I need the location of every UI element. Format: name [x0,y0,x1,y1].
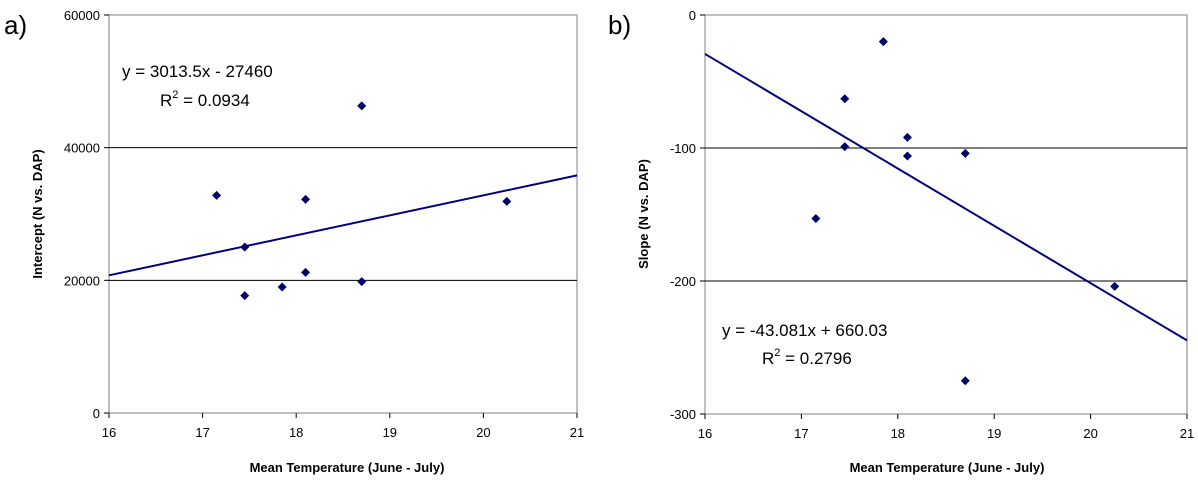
r-squared-prefix: R [160,91,172,110]
trendline-segment [108,174,578,277]
gridlines [109,147,577,281]
panel-label: b) [608,10,631,40]
data-point [811,213,821,223]
y-tick-label: 40000 [64,141,100,156]
data-point [1110,281,1120,291]
y-tick-label: 0 [689,8,696,23]
x-tick-label: 21 [1180,426,1194,441]
x-tick-label: 17 [195,425,209,440]
x-tick-label: 19 [987,426,1001,441]
plot-frame [704,14,1188,415]
plot-area [704,14,1188,415]
data-point [357,101,367,111]
y-tick-label: -200 [670,274,696,289]
data-point [840,142,850,152]
chart-panel-a: a) 0 20000 40000 60000 16 17 18 19 20 21 Mean Te… [4,8,584,475]
r-squared-exponent: 2 [774,347,780,359]
data-point [902,151,912,161]
gridlines [705,147,1187,282]
data-point [301,194,311,204]
r-squared-value: = 0.0934 [178,91,249,110]
r-squared-prefix: R [762,349,774,368]
x-tick-label: 20 [1083,426,1097,441]
data-point [878,37,888,47]
chart-panel-b: b) -300 -200 -100 0 16 17 18 19 20 21 Mean Tempe… [608,8,1194,475]
data-point [902,132,912,142]
y-tick-label: -100 [670,141,696,156]
data-point [301,267,311,277]
trendline [704,53,1188,342]
data-points [811,37,1120,386]
panel-label: a) [4,10,27,40]
data-point [960,148,970,158]
y-tick-label: 60000 [64,8,100,23]
trendline-equation: y = 3013.5x - 27460 [122,62,273,81]
x-axis-title: Mean Temperature (June - July) [250,460,445,475]
x-axis-ticks: 16 17 18 19 20 21 [698,414,1194,441]
data-point [212,190,222,200]
y-tick-label: 0 [93,406,100,421]
data-point [840,94,850,104]
r-squared-value: = 0.2796 [780,349,851,368]
trendline-segment [704,53,1188,342]
trendline-equation: y = -43.081x + 660.03 [722,321,887,340]
y-tick-label: -300 [670,407,696,422]
y-axis-title: Slope (N vs. DAP) [636,159,651,269]
data-point [357,277,367,287]
data-points [212,101,512,301]
r-squared-exponent: 2 [172,89,178,101]
x-tick-label: 21 [570,425,584,440]
trendline [108,174,578,277]
x-tick-label: 17 [794,426,808,441]
data-point [240,291,250,301]
x-tick-label: 16 [102,425,116,440]
x-tick-label: 18 [289,425,303,440]
x-tick-label: 18 [891,426,905,441]
plot-frame [108,14,578,414]
x-tick-label: 19 [383,425,397,440]
data-point [277,282,287,292]
x-axis-ticks: 16 17 18 19 20 21 [102,413,584,440]
y-tick-label: 20000 [64,273,100,288]
y-axis-title: Intercept (N vs. DAP) [30,149,45,278]
x-tick-label: 16 [698,426,712,441]
y-axis-ticks: 0 20000 40000 60000 [64,8,109,421]
y-axis-ticks: -300 -200 -100 0 [670,8,705,422]
x-axis-title: Mean Temperature (June - July) [850,460,1045,475]
plot-area [108,14,578,414]
data-point [502,196,512,206]
data-point [960,376,970,386]
r-squared-label: R2 = 0.2796 [762,347,852,368]
x-tick-label: 20 [476,425,490,440]
data-point [240,242,250,252]
r-squared-label: R2 = 0.0934 [160,89,250,110]
